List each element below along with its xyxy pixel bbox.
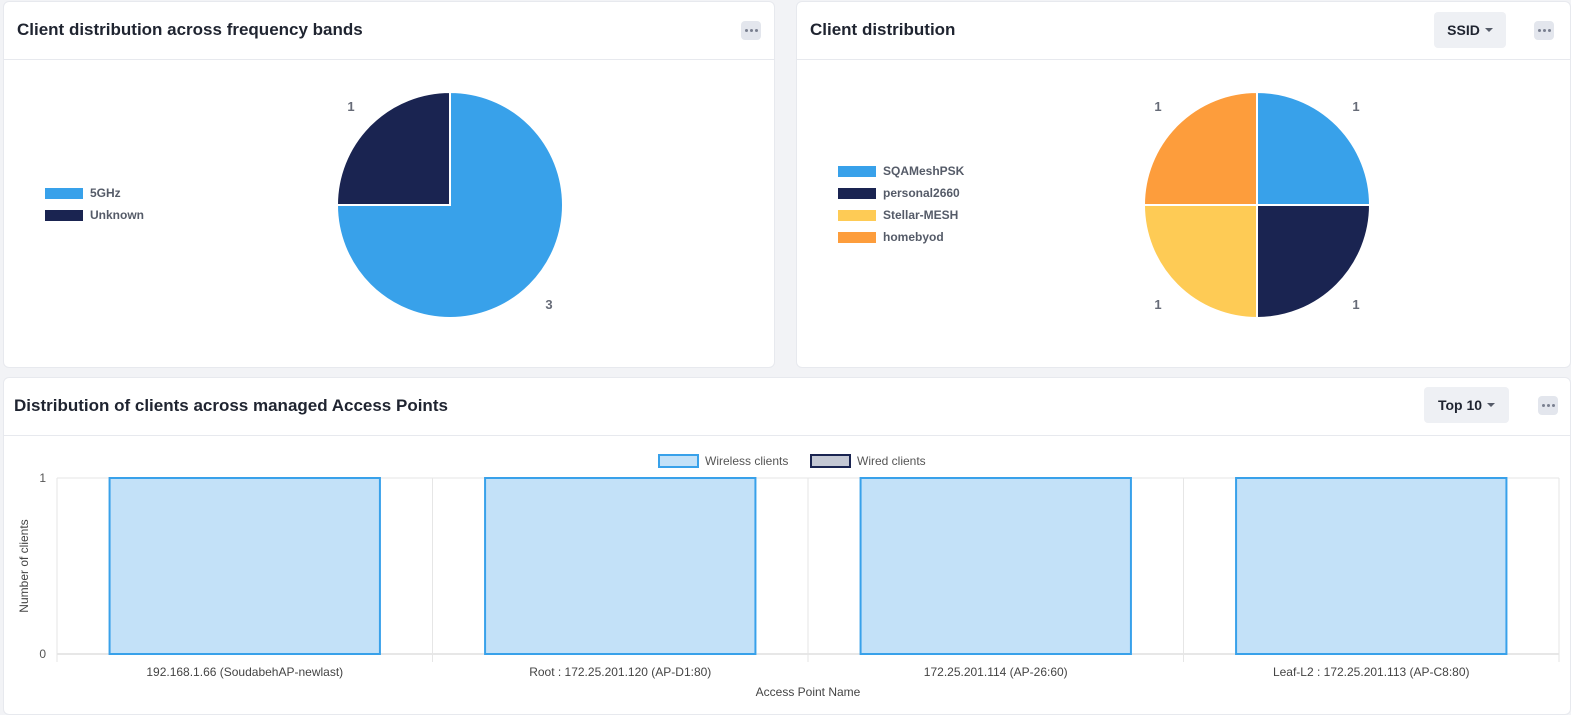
legend-swatch — [45, 209, 83, 221]
ssid-dropdown-label: SSID — [1447, 22, 1480, 38]
access-point-card-header: Distribution of clients across managed A… — [4, 378, 1570, 436]
bar-wireless-clients[interactable] — [1235, 477, 1508, 655]
bar-wireless-clients[interactable] — [108, 477, 381, 655]
ssid-slice[interactable] — [1256, 204, 1372, 320]
legend-swatch — [838, 165, 876, 177]
legend-label[interactable]: Wired clients — [857, 454, 926, 468]
legend-label: Unknown — [90, 208, 144, 222]
ssid-data-label: 1 — [1154, 297, 1161, 312]
legend-swatch — [838, 187, 876, 199]
ssid-data-label: 1 — [1154, 99, 1161, 114]
legend-item-personal2660[interactable]: personal2660 — [838, 186, 960, 200]
x-tick-label: Leaf-L2 : 172.25.201.113 (AP-C8:80) — [1273, 665, 1470, 679]
chevron-down-icon — [1487, 403, 1496, 407]
x-tick-label: 192.168.1.66 (SoudabehAP-newlast) — [146, 665, 343, 679]
ssid-distribution-card-title: Client distribution — [810, 20, 956, 39]
legend-label[interactable]: Wireless clients — [705, 454, 788, 468]
top-n-dropdown-label: Top 10 — [1437, 397, 1483, 413]
access-point-card-title: Distribution of clients across managed A… — [14, 396, 448, 415]
legend-swatch — [838, 209, 876, 221]
frequency-band-card-title: Client distribution across frequency ban… — [17, 20, 363, 39]
legend-item-unknown[interactable]: Unknown — [45, 208, 144, 222]
legend-swatch — [838, 231, 876, 243]
ssid-data-label: 1 — [1352, 297, 1359, 312]
ssid-slice[interactable] — [1142, 90, 1258, 206]
x-tick-label: 172.25.201.114 (AP-26:60) — [924, 665, 1068, 679]
frequency-band-slice[interactable] — [335, 90, 564, 319]
access-point-distribution-card: Distribution of clients across managed A… — [3, 377, 1571, 715]
frequency-band-card: Client distribution across frequency ban… — [3, 1, 775, 368]
y-tick-label: 1 — [39, 471, 46, 485]
legend-label: SQAMeshPSK — [883, 164, 965, 178]
frequency-band-data-label: 3 — [545, 297, 552, 312]
legend-swatch — [45, 187, 83, 199]
legend-label: Stellar-MESH — [883, 208, 959, 222]
legend-item-5ghz[interactable]: 5GHz — [45, 186, 121, 200]
x-axis-title: Access Point Name — [756, 685, 861, 699]
legend-swatch[interactable] — [658, 454, 699, 468]
legend-item-sqameshpsk[interactable]: SQAMeshPSK — [838, 164, 964, 178]
y-axis-title: Number of clients — [17, 519, 31, 612]
ssid-dropdown-button[interactable]: SSID — [1434, 12, 1506, 48]
ssid-slice[interactable] — [1256, 90, 1372, 206]
legend-item-homebyod[interactable]: homebyod — [838, 230, 944, 244]
frequency-band-slice[interactable] — [335, 90, 451, 206]
ssid-distribution-card: Client distribution SSID SQAMeshPSK pers… — [796, 1, 1571, 368]
legend-label: personal2660 — [883, 186, 960, 200]
legend-swatch[interactable] — [810, 454, 851, 468]
bar-wireless-clients[interactable] — [859, 477, 1132, 655]
chevron-down-icon — [1484, 28, 1493, 32]
legend-item-stellar-mesh[interactable]: Stellar-MESH — [838, 208, 958, 222]
ssid-data-label: 1 — [1352, 99, 1359, 114]
ssid-slice[interactable] — [1142, 204, 1258, 320]
legend-label: 5GHz — [90, 186, 121, 200]
bar-wireless-clients[interactable] — [484, 477, 757, 655]
access-point-bar-chart: 0 1 192.168.1.66 (SoudabehAP-newlast) Root … — [17, 454, 1560, 699]
ellipsis-icon[interactable] — [1538, 396, 1558, 415]
y-tick-label: 0 — [39, 647, 46, 661]
top-n-dropdown-button[interactable]: Top 10 — [1424, 387, 1509, 423]
frequency-band-data-label: 1 — [347, 99, 354, 114]
x-tick-label: Root : 172.25.201.120 (AP-D1:80) — [529, 665, 711, 679]
legend-label: homebyod — [883, 230, 944, 244]
frequency-band-card-header: Client distribution across frequency ban… — [4, 2, 774, 60]
ssid-distribution-card-header: Client distribution SSID — [797, 2, 1570, 60]
ellipsis-icon[interactable] — [1534, 21, 1554, 40]
ellipsis-icon[interactable] — [741, 21, 761, 40]
